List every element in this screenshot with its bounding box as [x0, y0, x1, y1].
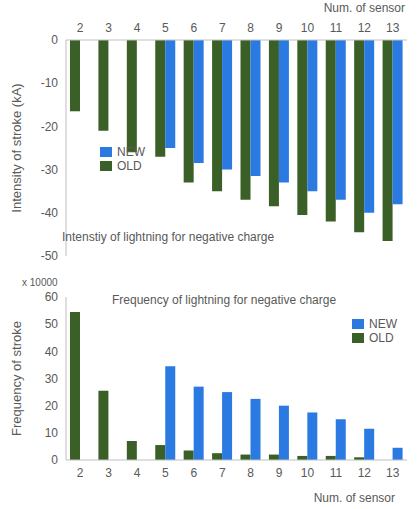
svg-text:2: 2 — [77, 21, 84, 35]
svg-text:-20: -20 — [41, 120, 59, 134]
svg-text:8: 8 — [247, 21, 254, 35]
svg-text:-50: -50 — [41, 249, 59, 263]
html-text:Intenstiy of lightning for neg: Intenstiy of lightning for negative char… — [62, 230, 275, 244]
svg-text:12: 12 — [358, 21, 372, 35]
html-text:Num. of sensor: Num. of sensor — [323, 1, 405, 15]
html-text:Frequency of lightning for neg: Frequency of lightning for negative char… — [112, 293, 337, 307]
svg-text:8: 8 — [247, 466, 254, 480]
svg-text:13: 13 — [386, 21, 400, 35]
svg-text:3: 3 — [105, 21, 112, 35]
svg-text:7: 7 — [219, 466, 226, 480]
svg-text:-30: -30 — [41, 163, 59, 177]
svg-text:13: 13 — [386, 466, 400, 480]
html-text:OLD: OLD — [117, 159, 142, 173]
svg-text:Intensity of stroke (kA): Intensity of stroke (kA) — [9, 83, 24, 212]
svg-text:60: 60 — [45, 290, 59, 304]
svg-text:4: 4 — [134, 466, 141, 480]
svg-text:2: 2 — [77, 466, 84, 480]
svg-text:12: 12 — [358, 466, 372, 480]
svg-text:30: 30 — [45, 372, 59, 386]
svg-text:4: 4 — [134, 21, 141, 35]
html-text:NEW: NEW — [117, 145, 145, 159]
svg-text:50: 50 — [45, 317, 59, 331]
svg-text:-10: -10 — [41, 76, 59, 90]
svg-text:20: 20 — [45, 399, 59, 413]
svg-text:6: 6 — [191, 466, 198, 480]
svg-text:3: 3 — [105, 466, 112, 480]
svg-text:-40: -40 — [41, 206, 59, 220]
svg-text:11: 11 — [330, 21, 343, 35]
svg-text:Frequency of stroke: Frequency of stroke — [9, 321, 24, 436]
svg-text:9: 9 — [276, 21, 283, 35]
svg-text:9: 9 — [276, 466, 283, 480]
svg-text:10: 10 — [301, 21, 315, 35]
html-text:OLD: OLD — [369, 331, 394, 345]
svg-text:10: 10 — [45, 426, 59, 440]
svg-text:5: 5 — [162, 21, 169, 35]
html-text:Num. of sensor: Num. of sensor — [313, 491, 395, 505]
svg-text:7: 7 — [219, 21, 226, 35]
html-text:x 10000: x 10000 — [22, 277, 58, 288]
svg-text:5: 5 — [162, 466, 169, 480]
svg-text:6: 6 — [191, 21, 198, 35]
svg-text:11: 11 — [330, 466, 343, 480]
html-text:NEW: NEW — [369, 317, 397, 331]
svg-text:0: 0 — [51, 453, 58, 467]
svg-text:10: 10 — [301, 466, 315, 480]
svg-text:0: 0 — [51, 33, 58, 47]
svg-text:40: 40 — [45, 345, 59, 359]
